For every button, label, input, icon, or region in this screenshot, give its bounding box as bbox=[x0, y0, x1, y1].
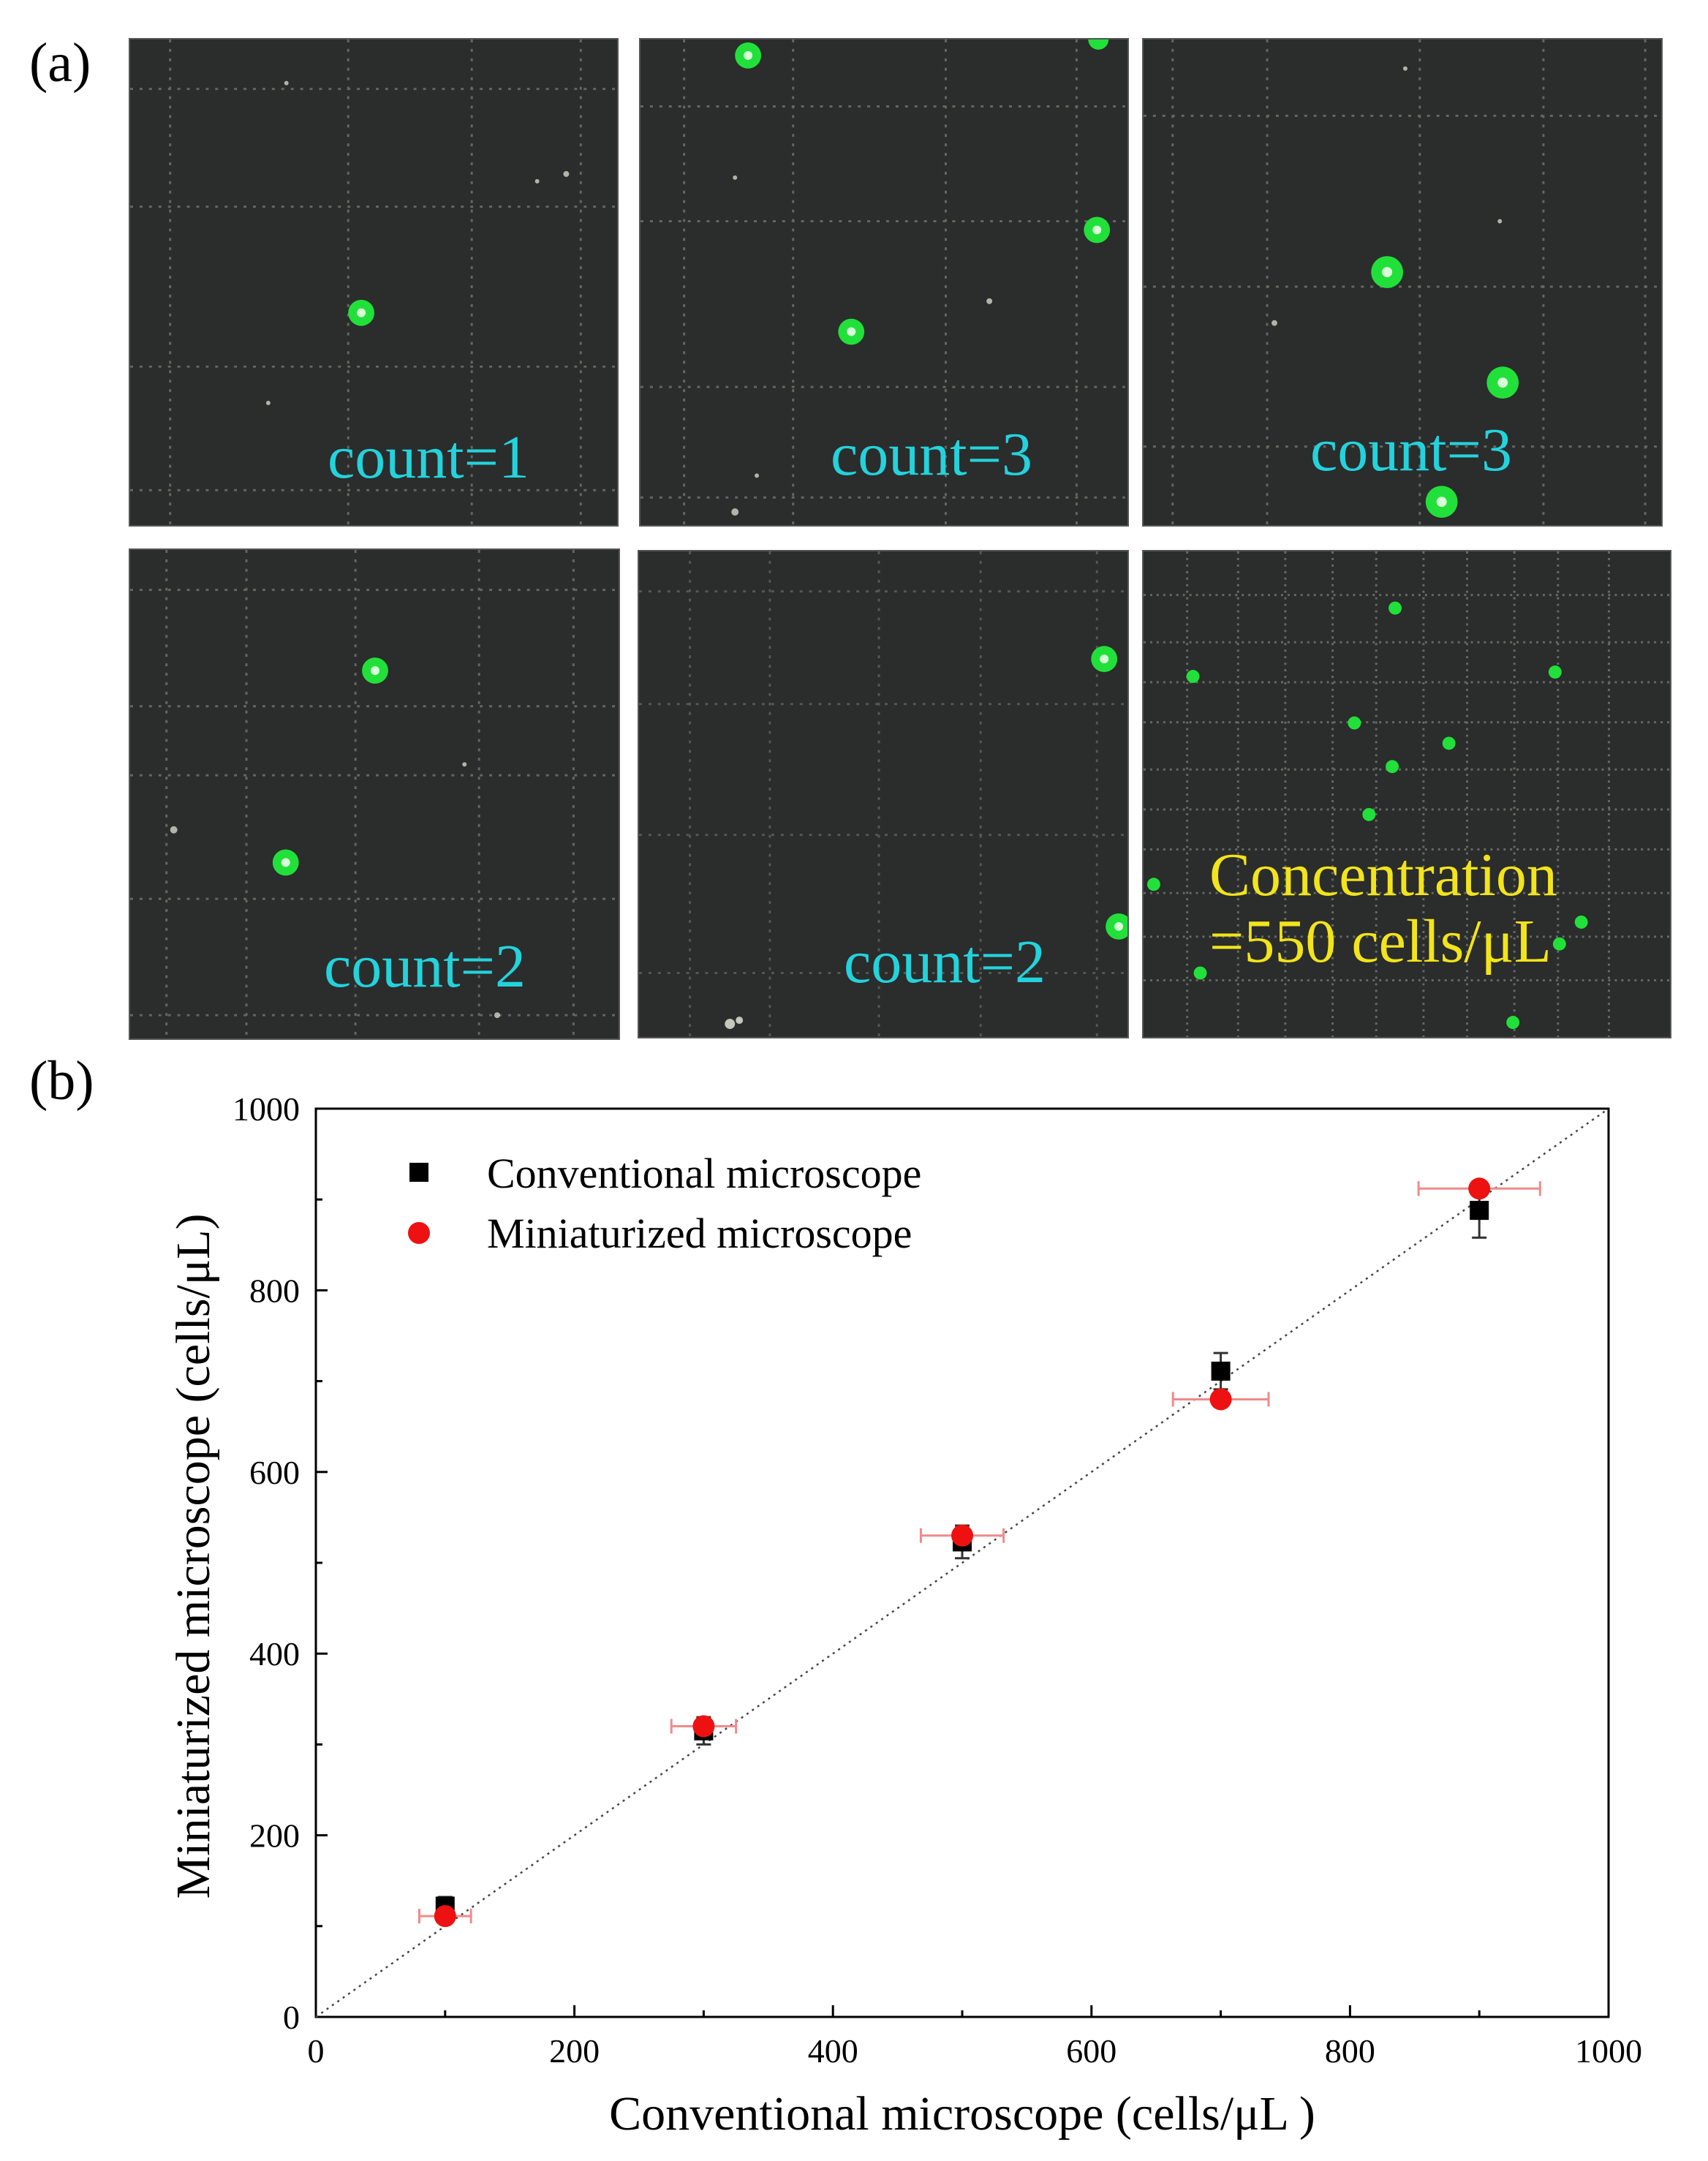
identity-line bbox=[315, 1107, 1609, 2018]
legend-label: Conventional microscope bbox=[487, 1150, 921, 1197]
y-tick-label: 0 bbox=[283, 1999, 300, 2036]
count-label-1: count=1 bbox=[328, 423, 529, 491]
micrograph-tile-overview: Concentration =550 cells/μL bbox=[1142, 550, 1671, 1038]
concentration-line-2: =550 cells/μL bbox=[1209, 907, 1552, 976]
miniaturized-point bbox=[1468, 1177, 1491, 1200]
legend: Conventional microscope Miniaturized micr… bbox=[408, 1150, 921, 1257]
conventional-point bbox=[1470, 1201, 1489, 1221]
y-tick-label: 800 bbox=[249, 1272, 300, 1309]
count-label-5: count=2 bbox=[844, 928, 1046, 996]
panel-b-label: (b) bbox=[29, 1050, 94, 1112]
x-tick-label: 1000 bbox=[1575, 2032, 1642, 2070]
micrograph-tile-4: count=2 bbox=[129, 548, 620, 1040]
grid-pattern bbox=[130, 550, 619, 1038]
grid-pattern bbox=[130, 39, 617, 525]
data-marks bbox=[417, 1177, 1541, 1928]
miniaturized-point bbox=[1209, 1388, 1232, 1411]
y-tick-label: 200 bbox=[249, 1817, 300, 1855]
concentration-label: Concentration =550 cells/μL bbox=[1209, 842, 1557, 975]
scatter-chart: 0 200 400 600 800 1000 0 200 400 600 800 1000 Conve… bbox=[167, 1090, 1642, 2141]
axes: 0 200 400 600 800 1000 0 200 400 600 800 1000 bbox=[233, 1090, 1642, 2070]
legend-marker-conventional bbox=[409, 1163, 428, 1182]
micrograph-tile-1: count=1 bbox=[129, 38, 619, 527]
y-tick-label: 1000 bbox=[233, 1090, 300, 1128]
panel-a-label: (a) bbox=[29, 32, 91, 94]
miniaturized-point bbox=[434, 1905, 456, 1928]
micrograph-tile-5: count=2 bbox=[638, 550, 1129, 1038]
x-tick-label: 0 bbox=[308, 2032, 325, 2070]
grid-pattern bbox=[1144, 551, 1670, 1037]
legend-label: Miniaturized microscope bbox=[487, 1210, 912, 1257]
x-tick-label: 400 bbox=[808, 2032, 858, 2070]
y-tick-label: 400 bbox=[249, 1635, 300, 1672]
grid-pattern bbox=[639, 551, 1127, 1037]
micrograph-tile-2: count=3 bbox=[639, 38, 1129, 527]
grid-pattern bbox=[640, 39, 1127, 525]
x-tick-label: 600 bbox=[1066, 2032, 1116, 2070]
x-tick-label: 200 bbox=[549, 2032, 600, 2070]
x-axis-title: Conventional microscope (cells/μL ) bbox=[609, 2087, 1315, 2141]
miniaturized-point bbox=[951, 1524, 973, 1547]
conventional-point bbox=[1211, 1361, 1231, 1381]
grid-pattern bbox=[1144, 39, 1661, 525]
y-axis-title: Miniaturized microscope (cells/μL) bbox=[167, 1213, 220, 1898]
legend-marker-miniaturized bbox=[408, 1222, 430, 1244]
miniaturized-point bbox=[692, 1715, 715, 1738]
reference-line bbox=[315, 1107, 1609, 2018]
count-label-2: count=3 bbox=[831, 420, 1032, 489]
x-tick-label: 800 bbox=[1325, 2032, 1375, 2070]
concentration-line-1: Concentration bbox=[1209, 841, 1557, 909]
count-label-3: count=3 bbox=[1310, 416, 1512, 484]
y-tick-label: 600 bbox=[249, 1454, 300, 1491]
micrograph-tile-3: count=3 bbox=[1142, 38, 1663, 527]
count-label-4: count=2 bbox=[324, 932, 526, 1000]
